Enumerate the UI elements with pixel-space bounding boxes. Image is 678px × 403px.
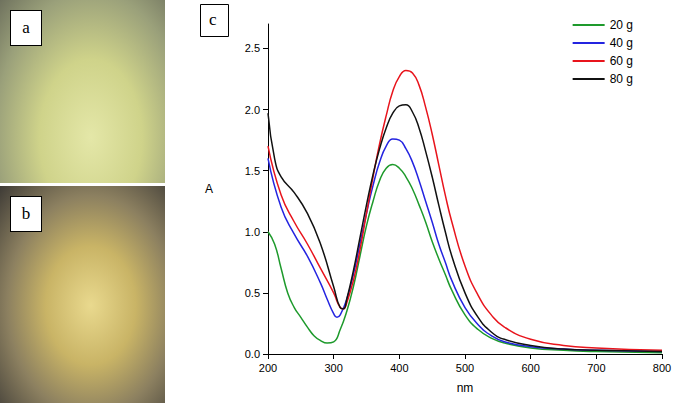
svg-text:40 g: 40 g: [610, 36, 633, 50]
svg-text:400: 400: [390, 362, 408, 374]
svg-text:2.5: 2.5: [245, 42, 260, 54]
svg-text:60 g: 60 g: [610, 54, 633, 68]
svg-text:c: c: [209, 10, 217, 29]
svg-text:2.0: 2.0: [245, 104, 260, 116]
svg-text:200: 200: [259, 362, 277, 374]
svg-text:800: 800: [653, 362, 671, 374]
svg-text:600: 600: [521, 362, 539, 374]
svg-text:1.0: 1.0: [245, 226, 260, 238]
html-text:b: b: [21, 204, 31, 223]
svg-text:1.5: 1.5: [245, 165, 260, 177]
html-text:a: a: [22, 18, 30, 37]
svg-text:nm: nm: [457, 381, 474, 395]
svg-text:0.0: 0.0: [245, 348, 260, 360]
svg-text:700: 700: [587, 362, 605, 374]
svg-text:300: 300: [324, 362, 342, 374]
svg-text:500: 500: [456, 362, 474, 374]
svg-text:80 g: 80 g: [610, 72, 633, 86]
svg-text:0.5: 0.5: [245, 287, 260, 299]
svg-text:20 g: 20 g: [610, 18, 633, 32]
svg-text:A: A: [205, 182, 213, 196]
